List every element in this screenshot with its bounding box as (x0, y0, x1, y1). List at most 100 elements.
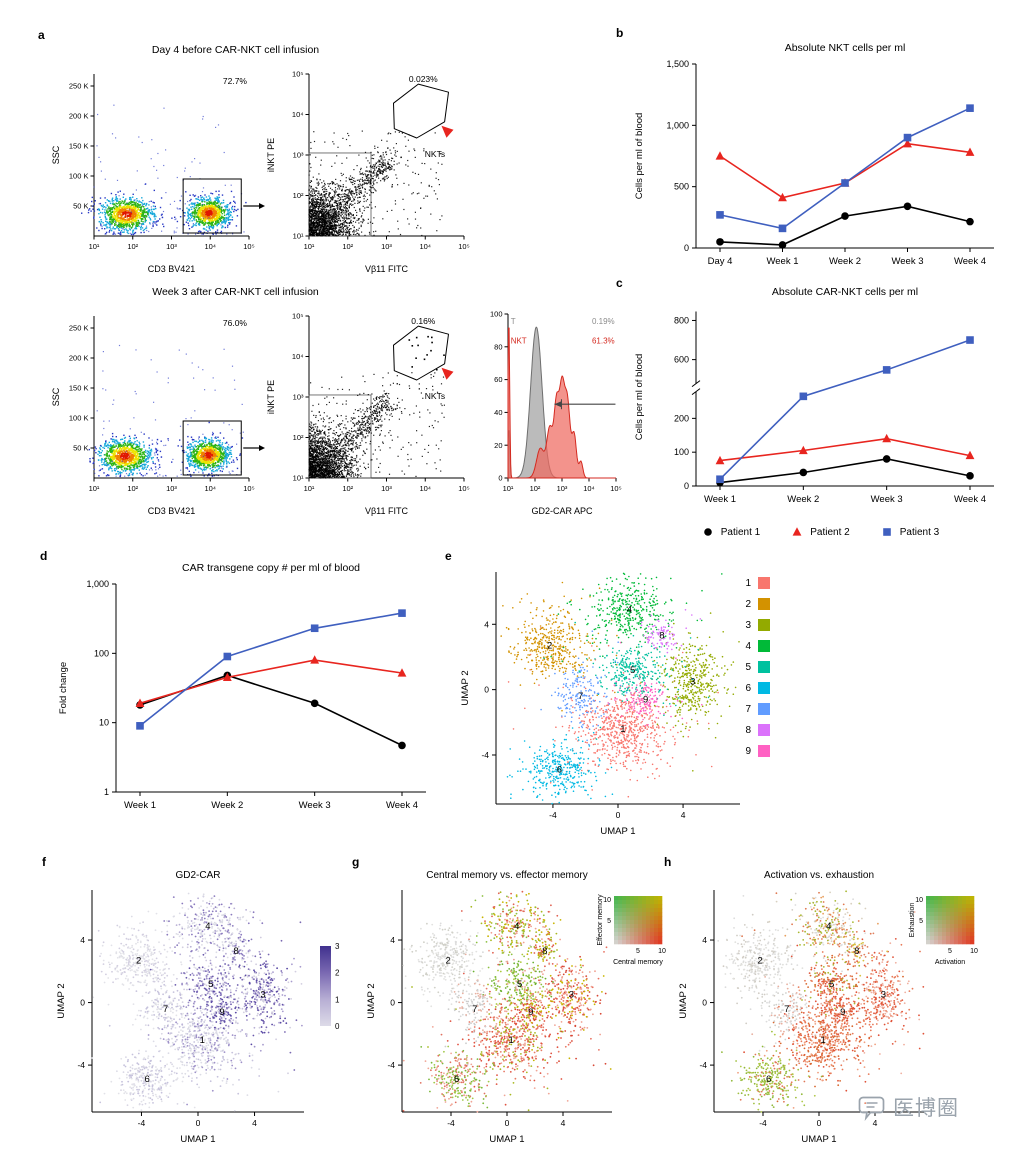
svg-text:10³: 10³ (381, 242, 392, 251)
svg-text:10⁴: 10⁴ (204, 242, 216, 251)
watermark: 医博圈 (858, 1092, 959, 1122)
svg-text:10⁵: 10⁵ (458, 242, 469, 251)
panel-b-label: b (616, 26, 624, 40)
svg-text:10³: 10³ (166, 484, 177, 493)
svg-text:CD3 BV421: CD3 BV421 (148, 264, 196, 274)
svg-text:10¹: 10¹ (304, 242, 315, 251)
svg-text:NKTs: NKTs (425, 149, 445, 159)
svg-text:200 K: 200 K (69, 112, 89, 121)
cluster-legend-item: 2 (742, 598, 770, 610)
cluster-color-swatch (758, 640, 770, 652)
cluster-legend-number: 7 (745, 703, 751, 715)
svg-text:10¹: 10¹ (89, 242, 100, 251)
cluster-legend-item: 1 (742, 577, 770, 589)
panel-a-label: a (38, 28, 45, 42)
panel-h-label: h (664, 855, 672, 869)
svg-text:10³: 10³ (293, 151, 304, 160)
svg-text:10⁵: 10⁵ (292, 70, 303, 79)
triangle-marker-icon (792, 527, 802, 536)
patient-legend-label: Patient 1 (720, 526, 761, 538)
flow-row2-title: Week 3 after CAR-NKT cell infusion (152, 286, 319, 298)
svg-text:100 K: 100 K (69, 172, 89, 181)
cluster-color-swatch (758, 745, 770, 757)
panel-d-label: d (40, 549, 48, 563)
cluster-color-swatch (758, 703, 770, 715)
cluster-legend-item: 8 (742, 724, 770, 736)
cluster-color-swatch (758, 682, 770, 694)
patient-legend-item: Patient 3 (880, 526, 939, 538)
patient-legend: Patient 1 Patient 2 Patient 3 (640, 526, 1000, 538)
panel-c-label: c (616, 276, 623, 290)
circle-marker-icon (703, 528, 712, 536)
panel-g-label: g (352, 855, 360, 869)
cluster-legend-number: 6 (745, 682, 751, 694)
cluster-legend-item: 7 (742, 703, 770, 715)
svg-text:10²: 10² (293, 191, 304, 200)
cluster-color-swatch (758, 577, 770, 589)
cluster-legend-number: 8 (745, 724, 751, 736)
cluster-legend-item: 6 (742, 682, 770, 694)
svg-text:200 K: 200 K (69, 354, 89, 363)
svg-text:150 K: 150 K (69, 142, 89, 151)
cluster-legend-number: 2 (745, 598, 751, 610)
svg-text:10⁴: 10⁴ (419, 242, 431, 251)
svg-text:10³: 10³ (166, 242, 177, 251)
panel-f-label: f (42, 855, 46, 869)
svg-text:10¹: 10¹ (293, 232, 304, 241)
flow-row1-title: Day 4 before CAR-NKT cell infusion (151, 44, 320, 56)
svg-text:10⁵: 10⁵ (243, 484, 254, 493)
svg-text:SSC: SSC (51, 387, 61, 406)
svg-text:10²: 10² (127, 242, 138, 251)
patient-legend-label: Patient 3 (899, 526, 940, 538)
svg-text:CD3 BV421: CD3 BV421 (148, 506, 196, 516)
cluster-legend: 1 2 3 4 5 6 7 8 9 (742, 577, 770, 757)
svg-text:100 K: 100 K (69, 414, 89, 423)
watermark-text: 医博圈 (893, 1097, 959, 1120)
cluster-color-swatch (758, 619, 770, 631)
panel-e-label: e (445, 549, 452, 563)
cluster-legend-number: 5 (745, 661, 751, 673)
cluster-legend-item: 3 (742, 619, 770, 631)
svg-text:72.7%: 72.7% (223, 76, 248, 86)
flow-plot-day4-cd3-ssc: 10¹ 10² 10³ 10⁴ 10⁵ CD3 BV421 SSC 250 K 200 K 150… (51, 74, 265, 274)
svg-text:10⁴: 10⁴ (204, 484, 216, 493)
cluster-legend-number: 3 (745, 619, 751, 631)
svg-text:0.023%: 0.023% (409, 74, 438, 84)
cluster-color-swatch (758, 661, 770, 673)
square-marker-icon (882, 528, 891, 536)
cluster-color-swatch (758, 724, 770, 736)
absolute-car-nkt-cells-chart: Absolute CAR-NKT cells per ml01002006008… (634, 286, 994, 505)
cluster-legend-item: 4 (742, 640, 770, 652)
svg-text:50 K: 50 K (73, 444, 88, 453)
patient-legend-item: Patient 1 (701, 526, 760, 538)
svg-text:Vβ11 FITC: Vβ11 FITC (365, 264, 409, 274)
cluster-color-swatch (758, 598, 770, 610)
svg-text:iNKT PE: iNKT PE (266, 138, 276, 172)
umap-memory-plot: Central memory vs. effector memory-4-400… (366, 870, 666, 1145)
patient-legend-item: Patient 2 (790, 526, 850, 538)
svg-text:10⁴: 10⁴ (292, 110, 304, 119)
svg-text:SSC: SSC (51, 145, 61, 164)
absolute-nkt-cells-chart: Absolute NKT cells per ml05001,0001,500D… (634, 42, 994, 267)
car-transgene-chart: CAR transgene copy # per ml of blood1101… (58, 562, 426, 811)
patient-legend-label: Patient 2 (810, 526, 850, 538)
cluster-legend-number: 4 (745, 640, 751, 652)
cluster-legend-number: 9 (745, 745, 751, 757)
chat-bubble-icon (858, 1096, 885, 1121)
svg-text:10¹: 10¹ (89, 484, 100, 493)
svg-text:50 K: 50 K (73, 202, 88, 211)
flow-plot-day4-inkt-vb11: 10¹ 10² 10³ 10⁴ 10⁵ Vβ11 FITC iNKT PE 10¹ 10² 10³… (266, 70, 470, 274)
svg-text:10²: 10² (342, 242, 353, 251)
cluster-legend-item: 9 (742, 745, 770, 757)
svg-text:150 K: 150 K (69, 384, 89, 393)
flow-plot-week3-cd3-ssc: 10¹ 10² 10³ 10⁴ 10⁵ CD3 BV421 SSC 250 K 200 K 150… (51, 316, 265, 516)
cluster-legend-item: 5 (742, 661, 770, 673)
svg-text:10²: 10² (127, 484, 138, 493)
svg-text:250 K: 250 K (69, 324, 89, 333)
